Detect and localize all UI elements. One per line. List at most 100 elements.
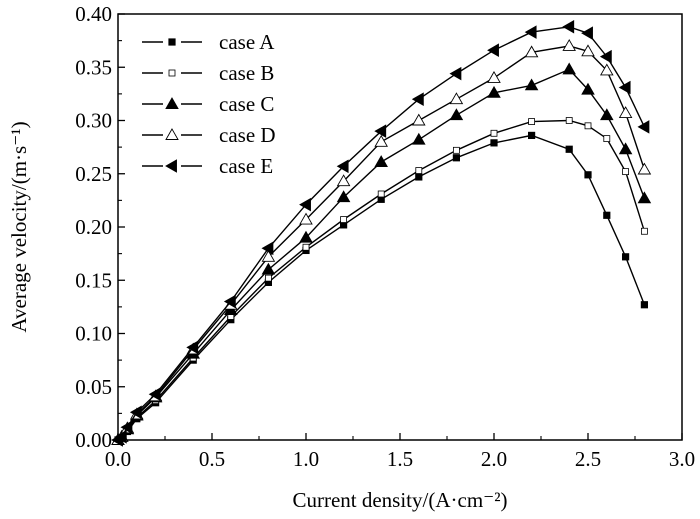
data-point	[261, 249, 276, 262]
x-tick-label: 2.5	[575, 447, 601, 471]
data-point	[415, 173, 423, 181]
data-point	[524, 45, 539, 58]
legend-item: case B	[142, 61, 274, 85]
plot-frame	[117, 13, 683, 441]
data-point	[336, 190, 351, 203]
data-point	[449, 92, 464, 105]
series-case-d	[111, 39, 652, 445]
series-case-e	[111, 20, 650, 447]
data-series	[111, 20, 652, 447]
y-tick-label: 0.20	[75, 215, 112, 239]
data-point	[261, 262, 276, 275]
data-point	[452, 146, 460, 154]
data-point	[223, 294, 236, 309]
data-point	[186, 340, 199, 355]
data-point	[449, 108, 464, 121]
data-point	[528, 118, 535, 125]
y-tick-label: 0.30	[75, 109, 112, 133]
data-point	[562, 20, 575, 34]
x-axis-title: Current density/(A·cm⁻²)	[292, 488, 507, 512]
legend-item: case E	[142, 154, 273, 178]
legend-label: case D	[219, 123, 276, 147]
data-point	[374, 134, 388, 147]
x-tick-label: 3.0	[669, 447, 695, 471]
data-point	[374, 155, 388, 167]
data-point	[374, 124, 387, 138]
data-point	[336, 159, 349, 174]
legend-item: case A	[142, 30, 275, 54]
data-point	[600, 63, 614, 76]
data-point	[622, 253, 630, 261]
legend-marker	[165, 97, 179, 109]
data-point	[584, 122, 592, 130]
data-point	[618, 106, 633, 118]
data-point	[600, 108, 614, 121]
data-point	[264, 274, 272, 282]
legend-label: case A	[219, 30, 275, 54]
data-point	[581, 82, 595, 95]
legend-label: case E	[219, 154, 273, 178]
data-point	[524, 78, 539, 91]
series-line	[117, 45, 646, 441]
data-point	[411, 92, 424, 106]
y-tick-label: 0.40	[75, 2, 112, 26]
data-point	[637, 191, 652, 204]
legend-marker	[168, 38, 176, 46]
data-point	[584, 171, 592, 179]
y-tick-label: 0.15	[75, 268, 112, 292]
data-point	[528, 131, 536, 140]
legend-label: case B	[219, 61, 274, 85]
data-point	[336, 174, 351, 187]
data-point	[565, 117, 573, 124]
axis-ticks: 0.0 0.5 1.0 1.5 2.0 2.5 3.0 0.00 0.05 0.10 0.15 0.2…	[75, 2, 695, 471]
legend-item: case C	[142, 92, 274, 116]
data-point	[487, 70, 501, 83]
data-point	[637, 120, 650, 134]
data-point	[114, 430, 127, 444]
legend-marker	[165, 128, 179, 140]
series-line	[117, 26, 646, 441]
series-line	[117, 119, 646, 441]
data-point	[452, 154, 461, 162]
data-point	[581, 26, 593, 40]
y-tick-label: 0.35	[75, 55, 112, 79]
data-point	[377, 190, 385, 198]
data-point	[603, 211, 611, 219]
data-point	[412, 113, 426, 126]
series-line	[117, 68, 646, 441]
data-point	[299, 230, 313, 243]
y-tick-label: 0.05	[75, 375, 112, 399]
data-point	[565, 145, 573, 153]
data-point	[340, 216, 348, 223]
data-point	[261, 241, 274, 256]
x-tick-label: 0.0	[105, 447, 131, 471]
data-point	[603, 135, 611, 143]
legend: case A case B case C case D case E	[142, 30, 276, 178]
legend-item: case D	[142, 123, 276, 147]
x-tick-label: 1.5	[387, 447, 413, 471]
data-point	[487, 43, 499, 57]
data-point	[581, 44, 595, 57]
data-point	[415, 167, 423, 174]
data-point	[449, 66, 462, 81]
data-point	[637, 162, 652, 175]
data-point	[599, 49, 612, 64]
data-point	[490, 129, 498, 137]
y-tick-label: 0.10	[75, 322, 112, 346]
series-case-a	[114, 131, 649, 444]
y-tick-label: 0.00	[75, 428, 112, 452]
legend-label: case C	[219, 92, 274, 116]
data-point	[302, 243, 310, 251]
data-point	[622, 168, 629, 176]
data-point	[562, 62, 576, 75]
data-point	[148, 387, 161, 401]
data-point	[299, 197, 311, 212]
data-point	[618, 142, 633, 155]
x-tick-label: 0.5	[199, 447, 225, 471]
series-line	[117, 134, 646, 441]
y-tick-label: 0.25	[75, 162, 112, 186]
data-point	[299, 212, 313, 225]
legend-marker	[168, 69, 176, 77]
